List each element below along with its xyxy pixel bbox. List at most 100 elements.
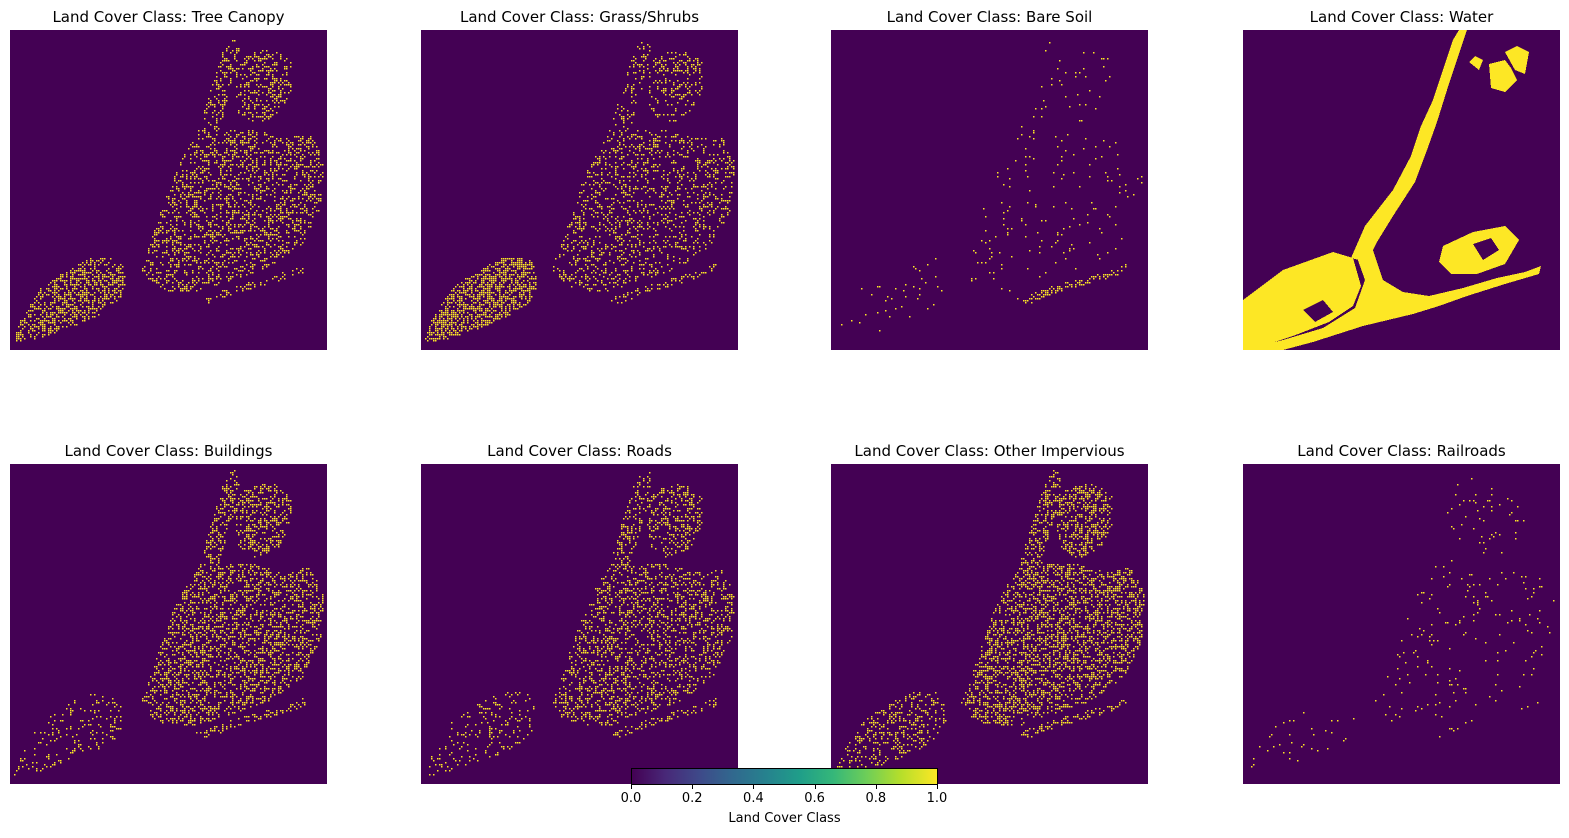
heatmap-cell [22, 336, 24, 338]
heatmap-cell [160, 214, 162, 216]
heatmap-cell [631, 136, 633, 138]
heatmap-cell [709, 226, 711, 228]
heatmap-cell [82, 292, 84, 294]
heatmap-cell [226, 224, 228, 226]
heatmap-cell [70, 272, 72, 274]
heatmap-cell [641, 174, 643, 176]
heatmap-cell [156, 228, 158, 230]
heatmap-cell [24, 320, 26, 322]
heatmap-cell [529, 296, 531, 298]
heatmap-cell [186, 196, 188, 198]
heatmap-cell [453, 334, 455, 336]
heatmap-cell [631, 86, 633, 88]
heatmap-cell [525, 266, 527, 268]
heatmap-cell [44, 328, 46, 330]
heatmap-cell [240, 188, 242, 190]
heatmap-cell [481, 314, 483, 316]
heatmap-cell [497, 264, 499, 266]
heatmap-cell [465, 304, 467, 306]
heatmap-cell [272, 254, 274, 256]
heatmap-cell [637, 136, 639, 138]
heatmap-cell [266, 172, 268, 174]
heatmap-cell [679, 226, 681, 228]
heatmap-cell [615, 186, 617, 188]
heatmap-cell [218, 100, 220, 102]
heatmap-cell [687, 152, 689, 154]
heatmap-cell [72, 316, 74, 318]
heatmap-cell [256, 162, 258, 164]
heatmap-cell [707, 212, 709, 214]
heatmap-cell [641, 176, 643, 178]
heatmap-cell [627, 118, 629, 120]
heatmap-cell [254, 52, 256, 54]
heatmap-cell [605, 226, 607, 228]
heatmap-cell [493, 292, 495, 294]
heatmap-cell [619, 144, 621, 146]
heatmap-cell [619, 130, 621, 132]
heatmap-cell [665, 156, 667, 158]
heatmap-cell [296, 168, 298, 170]
heatmap-cell [170, 220, 172, 222]
heatmap-cell [687, 276, 689, 278]
heatmap-cell [246, 154, 248, 156]
heatmap-cell [64, 282, 66, 284]
heatmap-cell [631, 246, 633, 248]
heatmap-cell [198, 146, 200, 148]
heatmap-cell [697, 58, 699, 60]
heatmap-cell [457, 334, 459, 336]
heatmap-cell [172, 276, 174, 278]
heatmap-cell [481, 292, 483, 294]
heatmap-cell [677, 170, 679, 172]
heatmap-cell [571, 242, 573, 244]
heatmap-cell [657, 150, 659, 152]
heatmap-cell [250, 224, 252, 226]
heatmap-cell [42, 312, 44, 314]
heatmap-cell [649, 90, 651, 92]
heatmap-cell [216, 248, 218, 250]
heatmap-cell [621, 250, 623, 252]
heatmap-cell [278, 232, 280, 234]
heatmap-cell [226, 138, 228, 140]
heatmap-cell [210, 102, 212, 104]
heatmap-cell [617, 302, 619, 304]
heatmap-cell [190, 246, 192, 248]
heatmap-cell [639, 254, 641, 256]
heatmap-cell [469, 314, 471, 316]
heatmap-cell [511, 290, 513, 292]
heatmap-cell [473, 320, 475, 322]
heatmap-cell [691, 104, 693, 106]
heatmap-cell [304, 144, 306, 146]
heatmap-cell [220, 216, 222, 218]
heatmap-cell [635, 256, 637, 258]
heatmap-cell [587, 266, 589, 268]
heatmap-cell [196, 156, 198, 158]
heatmap-cell [304, 238, 306, 240]
heatmap-cell [525, 298, 527, 300]
heatmap-cell [483, 324, 485, 326]
heatmap-cell [605, 262, 607, 264]
heatmap-cell [218, 246, 220, 248]
heatmap-cell [318, 180, 320, 182]
heatmap-cell [693, 226, 695, 228]
heatmap-cell [697, 230, 699, 232]
heatmap-cell [721, 198, 723, 200]
heatmap-cell [286, 210, 288, 212]
heatmap-cell [294, 236, 296, 238]
heatmap-cell [208, 146, 210, 148]
heatmap-cell [695, 82, 697, 84]
heatmap-cell [585, 222, 587, 224]
heatmap-cell [226, 266, 228, 268]
heatmap-cell [310, 164, 312, 166]
heatmap-cell [212, 188, 214, 190]
heatmap-cell [158, 246, 160, 248]
heatmap-cell [497, 270, 499, 272]
heatmap-cell [501, 308, 503, 310]
heatmap-cell [441, 316, 443, 318]
heatmap-cell [593, 276, 595, 278]
heatmap-cell [461, 324, 463, 326]
heatmap-cell [220, 194, 222, 196]
heatmap-cell [238, 166, 240, 168]
heatmap-cell [455, 332, 457, 334]
heatmap-cell [613, 150, 615, 152]
heatmap-cell [429, 328, 431, 330]
